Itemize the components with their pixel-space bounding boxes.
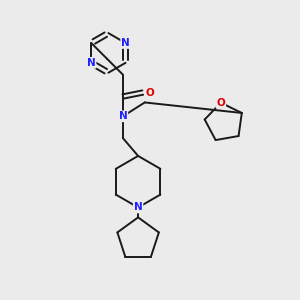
Text: N: N [134,202,142,212]
Text: O: O [145,88,154,98]
Text: O: O [217,98,225,108]
Text: N: N [121,38,130,48]
Text: N: N [118,111,127,121]
Text: N: N [87,58,96,68]
